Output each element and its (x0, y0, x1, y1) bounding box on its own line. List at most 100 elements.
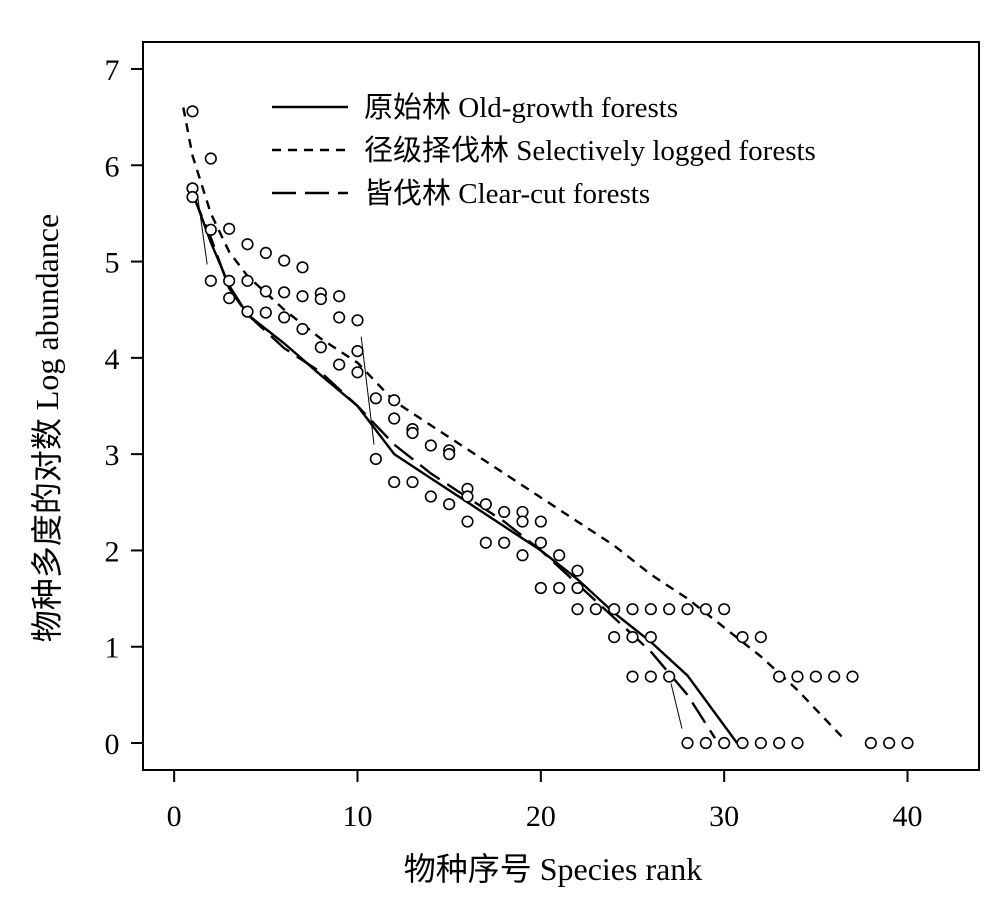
data-point (699, 736, 712, 750)
data-point (608, 603, 621, 616)
data-point (223, 292, 236, 305)
data-point (223, 222, 236, 235)
data-point (498, 505, 511, 519)
data-point (608, 631, 621, 644)
data-point (571, 603, 584, 616)
data-point (754, 631, 767, 644)
data-point (644, 603, 657, 616)
guide-lines (197, 198, 683, 729)
data-point (809, 670, 822, 683)
data-point (498, 536, 511, 549)
data-point (791, 736, 804, 750)
data-point (736, 631, 749, 644)
data-point (333, 311, 346, 324)
data-point (553, 581, 566, 595)
data-point (278, 311, 291, 324)
data-point (534, 515, 547, 528)
data-point (241, 274, 254, 287)
data-point (278, 286, 291, 299)
data-point (333, 290, 346, 303)
data-point (791, 670, 804, 683)
x-tick-label: 20 (526, 800, 556, 833)
data-point (204, 152, 217, 165)
data-point (736, 736, 749, 750)
series-line-2 (182, 107, 845, 740)
data-point (186, 105, 199, 118)
x-tick-label: 30 (709, 800, 739, 833)
data-point (388, 412, 401, 425)
data-point (901, 736, 914, 750)
data-point (461, 515, 474, 528)
data-point (479, 498, 492, 511)
data-point (754, 736, 767, 750)
data-point (314, 341, 327, 354)
data-point (773, 736, 786, 750)
data-point (883, 736, 896, 750)
data-point (828, 670, 841, 683)
data-point (424, 490, 437, 503)
data-point (626, 670, 639, 683)
x-axis-title: 物种序号 Species rank (404, 851, 703, 887)
data-point (663, 670, 676, 683)
series-line-1 (191, 191, 738, 744)
data-point (259, 285, 272, 298)
y-axis: 0 1 2 3 4 5 6 7 (105, 54, 144, 761)
data-point (443, 498, 456, 511)
data-point (644, 670, 657, 683)
data-point (681, 736, 694, 750)
data-point (333, 358, 346, 371)
data-point (241, 305, 254, 318)
data-point (388, 394, 401, 407)
data-point (388, 475, 401, 489)
data-point (663, 603, 676, 616)
y-tick-label: 3 (105, 439, 120, 472)
y-tick-label: 4 (105, 343, 120, 376)
x-tick-label: 10 (343, 800, 373, 833)
data-point (186, 190, 199, 204)
y-tick-label: 1 (105, 632, 120, 665)
data-point (351, 366, 364, 379)
y-tick-label: 5 (105, 247, 120, 280)
data-point (479, 536, 492, 549)
y-tick-label: 2 (105, 535, 120, 568)
data-point (553, 549, 566, 562)
legend-label-1: 原始林 Old-growth forests (364, 91, 678, 124)
guide-segment (670, 683, 683, 729)
data-point (534, 581, 547, 595)
data-point (278, 254, 291, 267)
data-point (259, 246, 272, 259)
data-point (571, 564, 584, 577)
data-point (296, 290, 309, 303)
x-axis: 0 10 20 30 40 (167, 769, 923, 833)
legend-label-3: 皆伐林 Clear-cut forests (364, 177, 650, 210)
data-point (406, 426, 419, 440)
data-point (699, 603, 712, 616)
data-point (296, 322, 309, 336)
data-point (314, 293, 327, 306)
x-tick-label: 0 (167, 800, 182, 833)
y-tick-label: 6 (105, 150, 120, 183)
data-point (369, 392, 382, 405)
data-point (204, 274, 217, 287)
y-axis-title: 物种多度的对数 Log abundance (29, 214, 65, 642)
data-point (351, 345, 364, 358)
data-point (461, 490, 474, 503)
data-point (681, 603, 694, 616)
series-line-3 (191, 193, 717, 739)
data-point (424, 439, 437, 452)
data-point (773, 670, 786, 683)
y-tick-label: 7 (105, 54, 120, 87)
data-points (186, 105, 914, 750)
y-tick-label: 0 (105, 728, 120, 761)
data-point (516, 515, 529, 528)
data-point (351, 314, 364, 327)
data-point (534, 536, 547, 549)
data-point (204, 223, 217, 236)
x-tick-label: 40 (893, 800, 923, 833)
data-point (718, 736, 731, 750)
data-point (589, 603, 602, 616)
data-point (846, 670, 859, 683)
data-point (626, 631, 639, 644)
data-point (626, 603, 639, 616)
